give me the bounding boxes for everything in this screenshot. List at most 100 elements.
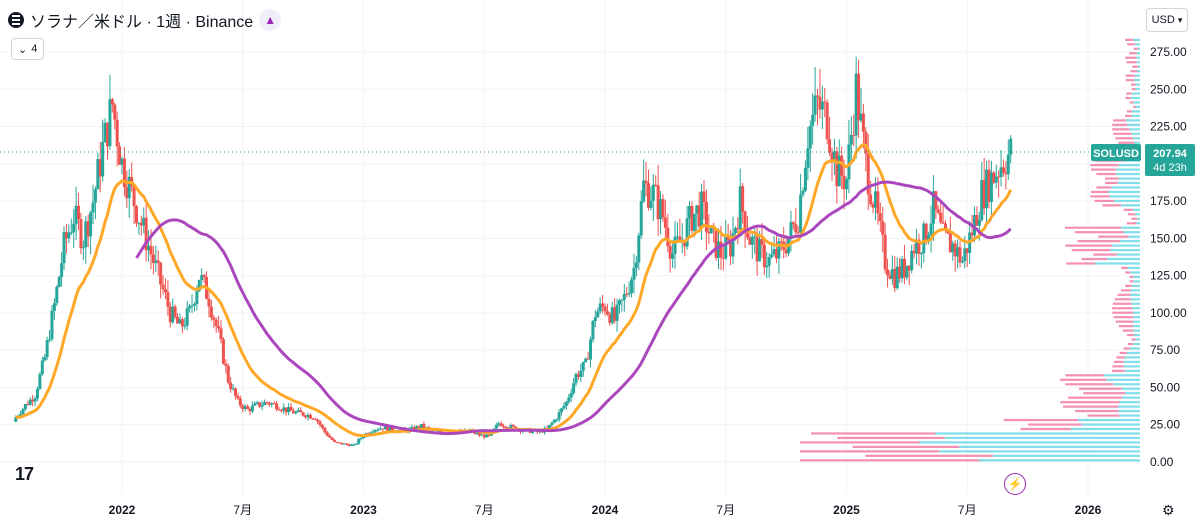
candle [144,200,148,262]
candle [313,417,317,421]
volume-profile-bar [1135,338,1140,341]
volume-profile-bar [1106,378,1140,381]
candle [323,426,327,435]
candle [98,141,102,193]
candle [666,213,670,253]
volume-profile-bar [1135,87,1140,91]
candle [726,223,730,245]
indicators-collapse-button[interactable]: ⌄ 4 [11,38,45,60]
candle [275,401,279,412]
volume-profile-bar [1137,70,1140,73]
candle [806,126,810,181]
volume-profile-bar [1118,177,1140,180]
candle [617,298,621,314]
candle [192,301,196,312]
x-tick-label: 2025 [833,503,860,517]
volume-profile-bar [1129,52,1137,55]
symbol-title[interactable]: ソラナ／米ドル · 1週 · Binance [30,14,254,31]
candle [378,426,382,430]
candle [840,146,844,190]
candle [142,207,146,234]
volume-profile-bar [1114,298,1131,301]
time-axis[interactable]: 2022 7月 2023 7月 2024 7月 2025 7月 2026 [109,503,1102,517]
volume-profile-bar [1123,208,1133,211]
volume-profile-bar [1137,65,1140,68]
candle [48,330,52,343]
candle [852,114,856,147]
volume-profile-bar [1112,365,1124,368]
currency-dropdown[interactable]: USD ▾ [1146,8,1188,32]
candle [248,407,252,416]
candle [93,186,97,220]
volume-profile-bar [1090,195,1110,198]
candles [14,56,1013,447]
x-tick-label: 7月 [475,503,494,517]
candle [183,317,187,330]
ma-line [135,180,1012,436]
y-tick-label: 100.00 [1150,306,1187,320]
candle [832,138,836,175]
candle [294,410,298,415]
candle [91,184,95,225]
candle [96,152,100,190]
volume-profile-bar [1121,226,1140,229]
volume-profile-bar [1096,172,1116,176]
volume-profile-bar [1125,114,1132,118]
candle [762,240,766,276]
candle [796,226,800,236]
volume-profile-bar [1130,271,1140,274]
candle [581,361,585,377]
volume-profile-bar [1124,369,1140,372]
candle [214,317,218,333]
x-tick-label: 2023 [350,503,377,517]
volume-profile-bar [1113,132,1132,135]
candle [745,215,749,241]
candle [139,215,143,236]
candle [316,418,320,425]
volume-profile-bar [1113,360,1124,364]
volume-profile-bar [1098,235,1129,238]
volume-profile-bar [1133,280,1140,283]
price-axis[interactable]: 0.00 25.00 50.00 75.00 100.00 125.00 150.00 175… [1150,45,1187,469]
tradingview-logo-icon[interactable]: 17 [15,464,34,484]
candle [567,393,571,405]
candle [260,400,264,411]
volume-profile-bar [1127,123,1140,126]
lightning-icon[interactable]: ⚡ [1004,473,1026,495]
volume-profile-bar [1134,333,1140,337]
candle [893,256,897,293]
volume-profile-bar [1112,123,1128,126]
volume-profile-bar [1126,333,1135,337]
candle [707,214,711,244]
volume-profile-bar [1121,204,1140,207]
candle [656,164,660,237]
candle [569,388,573,403]
price-tag-bg [1145,144,1195,176]
candle [970,214,974,243]
candle [1009,135,1013,164]
volume-profile-bar [1079,387,1122,390]
candle [888,270,892,280]
volume-profile-bar [1134,74,1140,77]
candle [171,298,175,324]
volume-profile-bar [1109,195,1140,198]
volume-profile-bar [1131,217,1138,220]
share-icon[interactable]: ▲ [259,9,282,31]
volume-profile-bar [1118,141,1135,144]
candle [820,85,824,130]
volume-profile-bar [1126,110,1132,113]
candle [238,395,242,409]
volume-profile-bar [1115,320,1134,323]
candle [226,363,230,385]
candle [173,304,177,320]
candle [651,173,655,221]
candle [772,235,776,257]
candle [485,433,489,438]
volume-profile-bar [1136,222,1140,225]
candle [200,268,204,289]
volume-profile-bar [1127,43,1136,46]
candle [33,396,37,407]
gear-icon[interactable]: ⚙ [1162,502,1175,518]
candle [229,376,233,393]
